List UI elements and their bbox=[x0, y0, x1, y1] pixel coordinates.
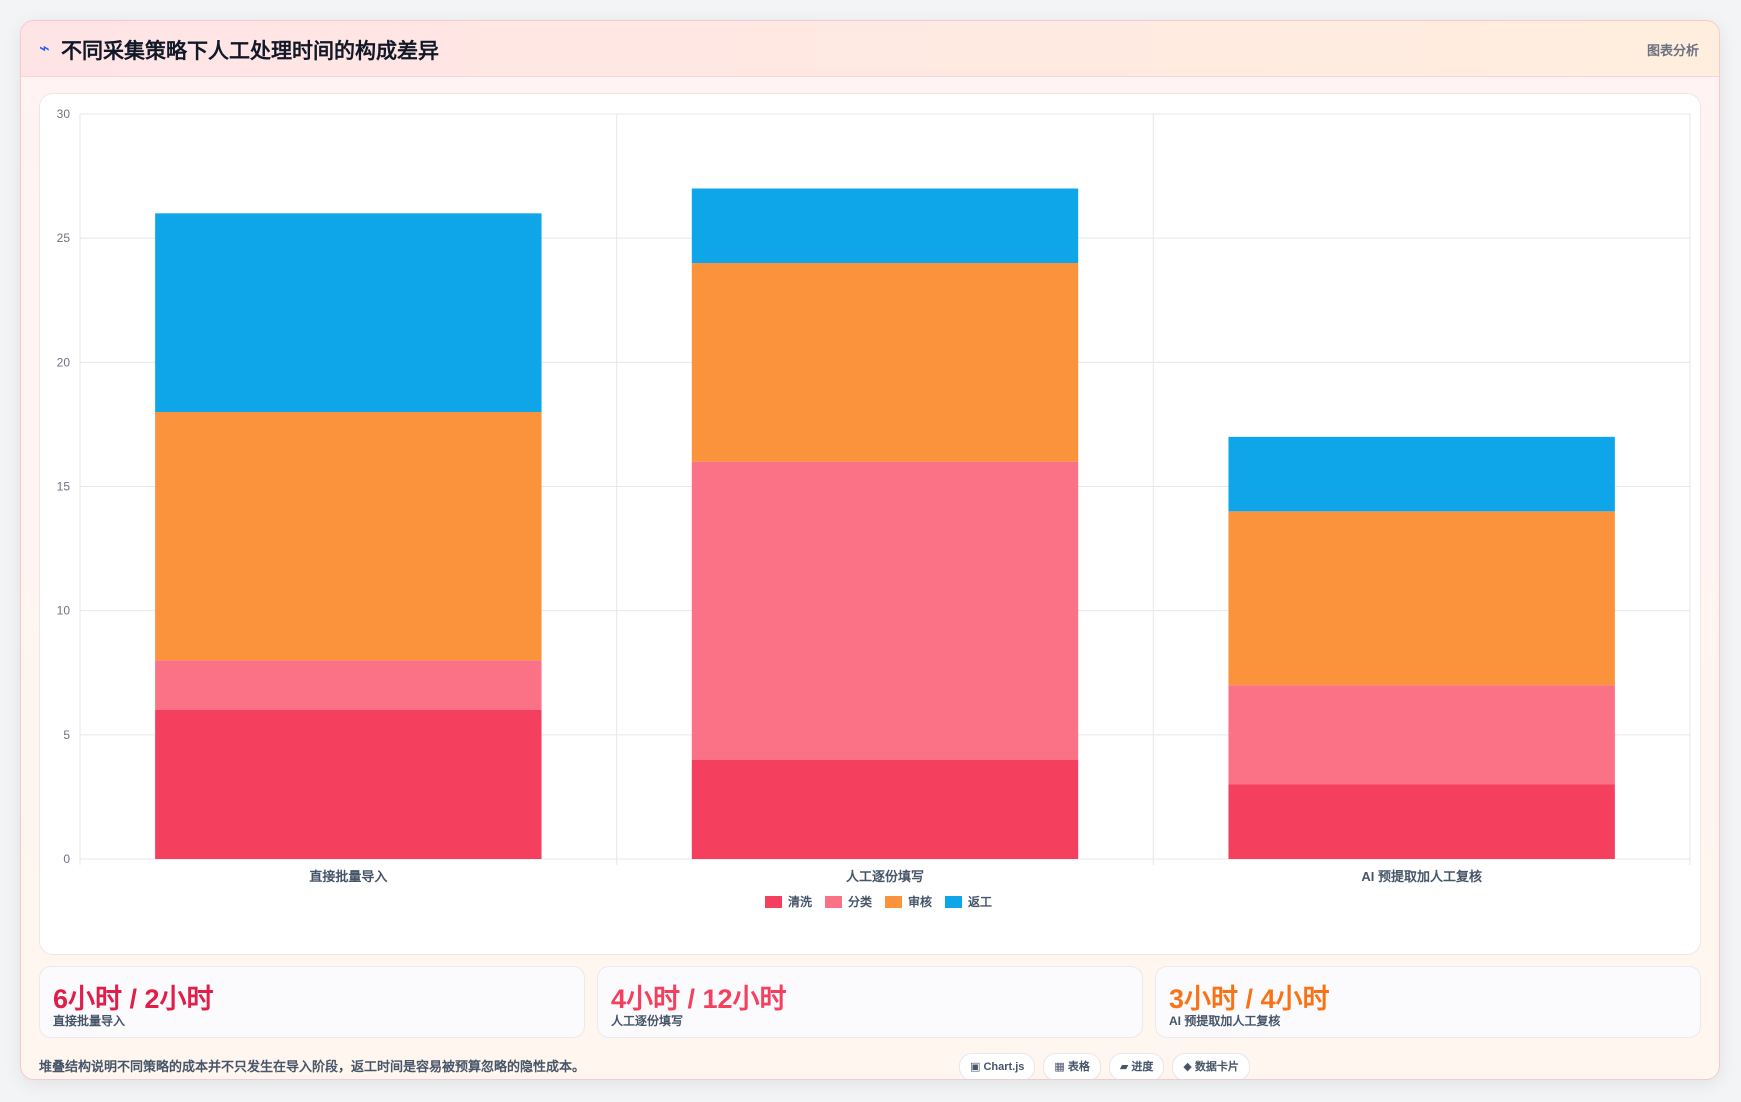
legend-swatch bbox=[765, 896, 782, 908]
bar-segment bbox=[691, 263, 1079, 462]
bar-segment bbox=[691, 759, 1079, 859]
stat-value: 6小时 / 2小时 bbox=[53, 984, 214, 1014]
y-tick-label: 25 bbox=[57, 231, 71, 245]
legend-swatch bbox=[885, 896, 902, 908]
footer-note: 堆叠结构说明不同策略的成本并不只发生在导入阶段，返工时间是容易被预算忽略的隐性成… bbox=[39, 1059, 586, 1074]
card-header: ⌁ 不同采集策略下人工处理时间的构成差异 图表分析 bbox=[21, 21, 1719, 77]
stat-card: 4小时 / 12小时 人工逐份填写 bbox=[597, 966, 1143, 1038]
stat-value: 4小时 / 12小时 bbox=[611, 984, 787, 1014]
bar-segment bbox=[1228, 511, 1615, 686]
legend-swatch bbox=[945, 896, 962, 908]
legend-swatch bbox=[825, 896, 842, 908]
bar-segment bbox=[155, 710, 542, 859]
y-tick-label: 10 bbox=[57, 604, 71, 618]
bar-segment bbox=[691, 461, 1079, 760]
y-tick-label: 30 bbox=[57, 107, 71, 121]
chart-card: ⌁ 不同采集策略下人工处理时间的构成差异 图表分析 0 5 10 15 20 25 30 直接… bbox=[20, 20, 1720, 1080]
bar-segment bbox=[1228, 784, 1615, 859]
bar-segment bbox=[155, 660, 542, 710]
chart-panel: 0 5 10 15 20 25 30 直接批量导入 人工逐份填写 AI 预提取加人工复核清洗 分类 审… bbox=[39, 93, 1701, 955]
stat-value: 3小时 / 4小时 bbox=[1169, 984, 1330, 1014]
header-tag: 图表分析 bbox=[1646, 43, 1699, 58]
bar-segment bbox=[155, 213, 542, 412]
tech-chips: ▣ Chart.js ▦ 表格 ▰ 进度 ◆ 数据卡片 bbox=[959, 1053, 1250, 1079]
chip-table[interactable]: ▦ 表格 bbox=[1043, 1053, 1101, 1079]
legend-label: 审核 bbox=[908, 894, 932, 909]
legend-label: 分类 bbox=[848, 894, 873, 909]
legend-label: 返工 bbox=[968, 894, 992, 909]
y-tick-label: 20 bbox=[57, 355, 71, 369]
bar-segment bbox=[1228, 685, 1615, 785]
stat-label: AI 预提取加人工复核 bbox=[1169, 1014, 1281, 1028]
y-tick-label: 0 bbox=[63, 852, 70, 866]
bar-segment bbox=[155, 412, 542, 661]
bar-segment bbox=[691, 188, 1079, 263]
x-tick-label: AI 预提取加人工复核 bbox=[1361, 869, 1482, 884]
chip-progress[interactable]: ▰ 进度 bbox=[1108, 1053, 1165, 1079]
stats-row: 6小时 / 2小时 直接批量导入 4小时 / 12小时 人工逐份填写 3小时 /… bbox=[39, 966, 1701, 1040]
chip-chartjs[interactable]: ▣ Chart.js bbox=[959, 1053, 1036, 1079]
stat-card: 6小时 / 2小时 直接批量导入 bbox=[39, 966, 585, 1038]
y-tick-label: 5 bbox=[63, 728, 70, 742]
stat-card: 3小时 / 4小时 AI 预提取加人工复核 bbox=[1155, 966, 1701, 1038]
pulse-icon: ⌁ bbox=[39, 38, 50, 58]
x-tick-label: 人工逐份填写 bbox=[846, 869, 924, 884]
y-tick-label: 15 bbox=[57, 480, 71, 494]
bar-segment bbox=[1228, 436, 1615, 512]
chip-data-card[interactable]: ◆ 数据卡片 bbox=[1172, 1053, 1250, 1079]
page-title: 不同采集策略下人工处理时间的构成差异 bbox=[61, 40, 439, 63]
stat-label: 直接批量导入 bbox=[53, 1014, 126, 1028]
stat-label: 人工逐份填写 bbox=[611, 1014, 684, 1028]
legend-label: 清洗 bbox=[788, 894, 812, 909]
x-tick-label: 直接批量导入 bbox=[309, 869, 387, 884]
